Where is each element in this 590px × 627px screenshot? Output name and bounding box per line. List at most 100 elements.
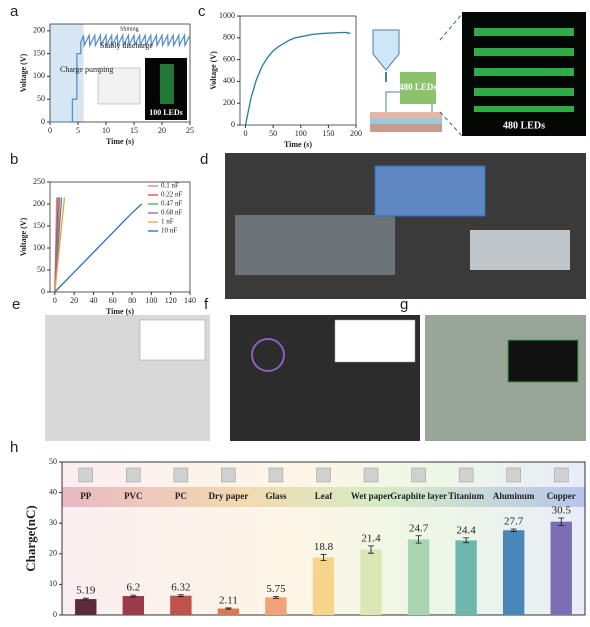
y-tick-label: 100 xyxy=(33,71,45,80)
x-tick-label: 80 xyxy=(128,296,136,305)
y-tick-label: 100 xyxy=(33,243,45,252)
error-bar xyxy=(510,528,517,532)
bar xyxy=(360,549,382,615)
material-icon xyxy=(126,467,141,483)
legend-label: 0.68 nF xyxy=(161,209,183,217)
value-label: 6.2 xyxy=(126,582,140,594)
material-icon xyxy=(173,467,189,483)
led-glow xyxy=(160,64,174,104)
y-axis-label: Voltage (V) xyxy=(19,217,28,256)
panel-letter: d xyxy=(200,151,208,168)
x-tick-label: 10 xyxy=(102,126,110,135)
x-tick-label: 100 xyxy=(145,296,157,305)
inset-photo xyxy=(374,165,486,217)
value-label: 30.5 xyxy=(552,505,572,517)
material-icon xyxy=(363,467,379,483)
material-icon xyxy=(411,467,426,483)
x-tick-label: 0 xyxy=(48,126,52,135)
category-label: Titanium xyxy=(448,491,484,501)
panel-letter: e xyxy=(12,296,20,313)
category-label: Glass xyxy=(265,491,287,501)
category-label: PP xyxy=(80,491,91,501)
y-axis-label: Charge(nC) xyxy=(23,505,38,571)
legend-label: 10 nF xyxy=(161,227,177,235)
bar xyxy=(455,540,477,615)
bar xyxy=(75,599,97,615)
y-tick-label: 0 xyxy=(41,287,45,296)
y-tick-label: 200 xyxy=(33,26,45,35)
y-tick-label: 0 xyxy=(41,117,45,126)
plot-frame xyxy=(49,23,191,123)
value-label: 6.32 xyxy=(171,581,190,593)
category-label: Dry paper xyxy=(209,491,249,501)
zoom-line xyxy=(439,13,463,41)
error-bar xyxy=(82,597,89,601)
panel-letter: f xyxy=(204,296,209,313)
value-label: 27.7 xyxy=(504,516,524,528)
y-tick-label: 40 xyxy=(49,487,57,496)
material-icon xyxy=(268,467,284,483)
material-icon xyxy=(78,467,94,483)
inset-plot xyxy=(334,319,416,363)
x-tick-label: 100 xyxy=(295,129,307,138)
data-line xyxy=(50,32,191,123)
y-tick-label: 200 xyxy=(223,98,235,107)
y-axis-label: Voltage (V) xyxy=(19,53,28,92)
legend-label: 0.47 nF xyxy=(161,200,183,208)
x-tick-label: 60 xyxy=(109,296,117,305)
x-tick-label: 5 xyxy=(76,126,80,135)
x-tick-label: 0 xyxy=(53,296,57,305)
x-tick-label: 25 xyxy=(186,126,194,135)
category-label: Wet paper xyxy=(351,491,391,501)
category-band xyxy=(62,487,585,507)
bar xyxy=(550,521,572,615)
x-tick-label: 0 xyxy=(244,129,248,138)
x-tick-label: 140 xyxy=(184,296,196,305)
error-bar xyxy=(415,535,422,544)
y-tick-label: 50 xyxy=(37,265,45,274)
error-bar xyxy=(130,594,137,598)
y-tick-label: 600 xyxy=(223,54,235,63)
dropper xyxy=(372,29,400,71)
tank xyxy=(235,215,395,275)
y-tick-label: 0 xyxy=(231,120,235,129)
x-tick-label: 50 xyxy=(269,129,277,138)
data-line xyxy=(54,203,143,293)
photo-caption: 480 LEDs xyxy=(503,120,545,131)
error-bar xyxy=(463,537,470,544)
material-icon xyxy=(221,467,236,483)
y-tick-label: 10 xyxy=(49,579,57,588)
annotation: Charge pumping xyxy=(60,65,113,74)
annotation: Stably discharge xyxy=(100,41,153,50)
bar xyxy=(122,596,145,615)
error-bar xyxy=(320,554,327,561)
x-tick-label: 15 xyxy=(130,126,138,135)
material-icon xyxy=(553,467,569,483)
legend-label: 0.22 nF xyxy=(161,191,183,199)
electrometer xyxy=(470,230,570,270)
bar xyxy=(407,539,430,615)
value-label: 24.7 xyxy=(409,522,429,534)
data-line xyxy=(244,31,351,126)
bar xyxy=(312,557,335,615)
bar xyxy=(265,597,287,615)
led-box xyxy=(400,72,436,104)
x-tick-label: 20 xyxy=(158,126,166,135)
value-label: 24.4 xyxy=(457,524,477,536)
y-tick-label: 50 xyxy=(37,94,45,103)
y-tick-label: 800 xyxy=(223,33,235,42)
material-icon xyxy=(316,467,331,483)
error-bar xyxy=(272,596,279,599)
y-tick-label: 30 xyxy=(49,518,57,527)
category-label: PVC xyxy=(124,491,143,501)
x-axis-label: Time (s) xyxy=(106,137,134,146)
panel-letter: b xyxy=(10,151,18,168)
y-tick-label: 150 xyxy=(33,48,45,57)
highlight xyxy=(251,338,285,372)
photo-caption: 100 LEDs xyxy=(149,108,183,117)
category-label: PC xyxy=(175,491,187,501)
plot-frame xyxy=(49,181,191,293)
material-icon xyxy=(506,467,521,483)
